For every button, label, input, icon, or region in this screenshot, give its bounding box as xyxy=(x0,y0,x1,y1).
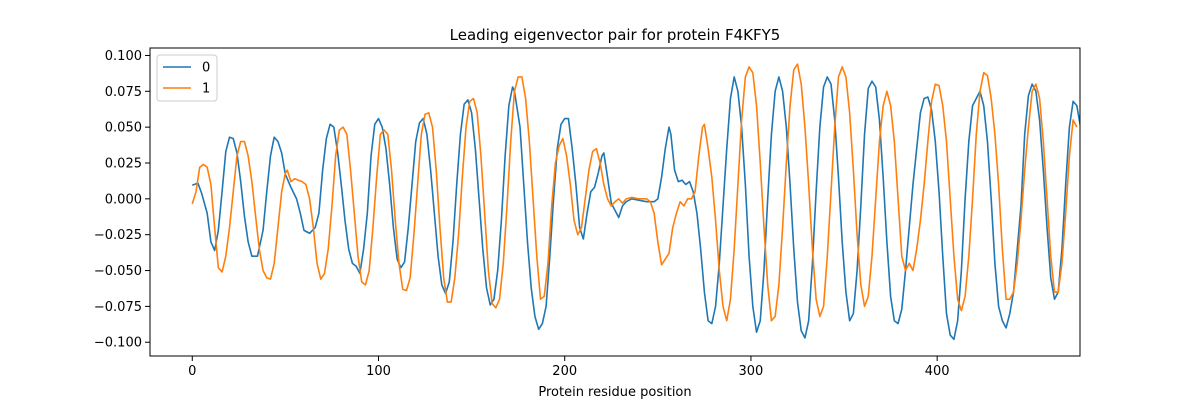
plot-area xyxy=(149,47,1081,357)
x-axis: 0 100 200 300 400 xyxy=(188,356,950,379)
y-tick-label: 0.075 xyxy=(105,85,142,100)
y-tick-label: 0.100 xyxy=(105,49,142,64)
y-axis: −0.100 −0.075 −0.050 −0.025 0.000 0.025 0.050 0… xyxy=(94,49,150,351)
series-line-0 xyxy=(191,76,1080,341)
x-axis-label: Protein residue position xyxy=(538,385,691,400)
y-tick-label: 0.025 xyxy=(105,156,142,171)
series-line-1 xyxy=(191,63,1078,322)
y-tick-label: 0.050 xyxy=(105,121,142,136)
y-tick-label: −0.050 xyxy=(94,264,142,279)
y-tick-label: −0.025 xyxy=(94,228,142,243)
x-tick-label: 0 xyxy=(188,364,196,379)
x-tick-label: 200 xyxy=(552,364,577,379)
y-tick-label: −0.100 xyxy=(94,336,142,351)
chart-title: Leading eigenvector pair for protein F4K… xyxy=(450,26,781,44)
legend: 01 xyxy=(156,54,218,102)
y-tick-label: −0.075 xyxy=(94,300,142,315)
legend-label-0: 0 xyxy=(202,61,210,76)
x-tick-label: 100 xyxy=(366,364,391,379)
plot-frame xyxy=(149,47,1081,357)
series-layer xyxy=(191,63,1080,341)
y-tick-label: 0.000 xyxy=(105,192,142,207)
x-tick-label: 300 xyxy=(739,364,764,379)
legend-label-1: 1 xyxy=(202,82,210,97)
x-tick-label: 400 xyxy=(925,364,950,379)
